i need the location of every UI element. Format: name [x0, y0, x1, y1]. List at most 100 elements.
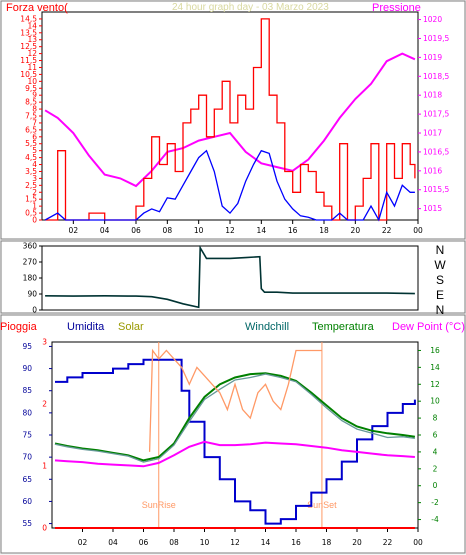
- chart2-compass-label: N: [436, 243, 445, 257]
- annotation-sunrise: SunRise: [142, 500, 176, 510]
- chart3-ytick-left-label: 65: [22, 475, 32, 484]
- chart3-ytick-right-label: 14: [430, 363, 440, 372]
- chart1-ytick-left-label: 11: [27, 63, 37, 72]
- chart3-ytick-left-label: 60: [22, 497, 32, 506]
- chart2-compass-label: E: [436, 288, 444, 302]
- chart3-ytick-right-label: -2: [431, 498, 439, 507]
- chart1-ytick-left-label: 9: [32, 91, 37, 100]
- chart3-xtick-label: 10: [200, 538, 210, 547]
- chart1-xtick-label: 22: [382, 226, 392, 235]
- chart1-ytick-left-label: 5,5: [25, 139, 37, 148]
- series-raffica: [45, 18, 416, 221]
- chart1-ytick-left-label: 14: [27, 21, 37, 30]
- series-direzione: [45, 245, 415, 309]
- chart3-series: SunRise SunSet: [54, 342, 416, 529]
- chart3-xtick-label: 16: [291, 538, 301, 547]
- chart1-ytick-left-label: 1,5: [25, 195, 37, 204]
- chart1-xtick-label: 00: [413, 226, 423, 235]
- chart2-ytick-label: 0: [32, 306, 37, 315]
- chart2-ytick-label: 180: [23, 274, 38, 283]
- series-windchill: [54, 373, 415, 463]
- legend-windchill: Windchill: [245, 321, 289, 333]
- chart3-ytick-rain-label: 1: [42, 462, 47, 471]
- chart3-ytick-left-label: 95: [22, 342, 32, 351]
- chart1-ytick-left-label: 6: [32, 132, 37, 141]
- chart1-xtick-label: 06: [131, 226, 141, 235]
- chart3-xtick-label: 00: [413, 538, 423, 547]
- chart3-xtick-label: 08: [169, 538, 179, 547]
- chart3-xtick-label: 04: [108, 538, 118, 547]
- chart3-ytick-left-label: 75: [22, 431, 32, 440]
- chart2-compass-label: N: [436, 303, 445, 317]
- chart1-ytick-left-label: 9,5: [25, 84, 37, 93]
- legend-umidita: Umidita: [67, 321, 105, 333]
- chart1-ytick-left-label: 12: [27, 49, 37, 58]
- chart1-xtick-label: 08: [163, 226, 173, 235]
- chart1-ytick-left-label: 4: [32, 160, 37, 169]
- chart1-ytick-left-label: 7,5: [25, 112, 37, 121]
- chart3-ytick-left-label: 80: [22, 408, 32, 417]
- chart1-ytick-right-label: 1016: [423, 166, 442, 175]
- legend-solar: Solar: [118, 321, 144, 333]
- chart3-ytick-right-label: 0: [433, 481, 438, 490]
- chart3-ytick-right-label: 4: [433, 447, 438, 456]
- chart2-compass-label: S: [436, 273, 444, 287]
- chart1-ytick-left-label: 13: [27, 35, 37, 44]
- chart1-ytick-right-label: 1018,5: [423, 72, 449, 81]
- chart2-series: [45, 245, 415, 309]
- chart1-ylabel-right: Pressione: [372, 2, 421, 14]
- chart1-ytick-right-label: 1015: [423, 204, 442, 213]
- chart2-compass-label: W: [434, 258, 446, 272]
- chart3-xtick-label: 20: [352, 538, 362, 547]
- chart1-xtick-label: 14: [257, 226, 267, 235]
- chart2-ytick-label: 90: [27, 290, 37, 299]
- legend-temperatura: Temperatura: [312, 321, 375, 333]
- chart1-ytick-left-label: 6,5: [25, 125, 37, 134]
- chart1-series: [44, 18, 416, 222]
- series-temperatura: [54, 372, 416, 462]
- chart1-xtick-label: 02: [69, 226, 79, 235]
- chart1-ytick-left-label: 2: [32, 188, 37, 197]
- series-pressione: [44, 52, 416, 188]
- chart3-xtick-label: 06: [139, 538, 149, 547]
- chart1-ytick-left-label: 10: [27, 77, 37, 86]
- chart1-ytick-left-label: 4,5: [25, 153, 37, 162]
- legend-dew: Dew Point (°C): [392, 321, 465, 333]
- chart1-ytick-left-label: 2,5: [25, 181, 37, 190]
- chart3-xtick-label: 14: [261, 538, 271, 547]
- chart1-xtick-label: 20: [351, 226, 361, 235]
- chart2-ytick-label: 360: [23, 242, 38, 251]
- chart1-ytick-left-label: 0: [32, 216, 37, 225]
- chart1-ytick-left-label: 1: [32, 202, 37, 211]
- series-vento: [44, 149, 415, 222]
- chart3-ytick-rain-label: 0: [42, 524, 47, 533]
- chart1-ylabel-left: Forza vento(: [6, 2, 68, 14]
- chart1-xtick-label: 18: [319, 226, 329, 235]
- chart1-ytick-right-label: 1019: [423, 53, 442, 62]
- chart3-ytick-left-label: 90: [22, 364, 32, 373]
- chart3-xtick-label: 22: [383, 538, 393, 547]
- legend-pioggia: Pioggia: [0, 321, 38, 333]
- chart1-ytick-left-label: 11,5: [20, 56, 37, 65]
- chart1-ytick-right-label: 1015,5: [423, 185, 449, 194]
- chart1-ytick-right-label: 1017: [423, 129, 442, 138]
- chart1-ytick-left-label: 13,5: [20, 28, 37, 37]
- chart1-ytick-left-label: 14,5: [20, 14, 37, 23]
- chart3-ytick-rain-label: 2: [42, 400, 47, 409]
- chart3-ytick-right-label: -4: [431, 515, 439, 524]
- chart3-ytick-right-label: 2: [433, 464, 438, 473]
- chart3-xtick-label: 12: [230, 538, 240, 547]
- chart1-ytick-left-label: 8,5: [25, 98, 37, 107]
- chart1-ytick-left-label: 8: [32, 105, 37, 114]
- chart3-ytick-left-label: 70: [22, 453, 32, 462]
- chart2-ytick-label: 270: [23, 258, 38, 267]
- chart1-ytick-left-label: 12,5: [20, 42, 37, 51]
- chart3-ytick-left-label: 55: [22, 519, 32, 528]
- chart1-axes: 02 04 06 08 10 12 14 16 18 20 22 0000,511,522,533,5…: [20, 14, 449, 235]
- chart3-ytick-right-label: 8: [433, 414, 438, 423]
- chart3-ytick-right-label: 6: [433, 431, 438, 440]
- chart1-ytick-left-label: 3,5: [25, 167, 37, 176]
- series-solar: [148, 348, 322, 452]
